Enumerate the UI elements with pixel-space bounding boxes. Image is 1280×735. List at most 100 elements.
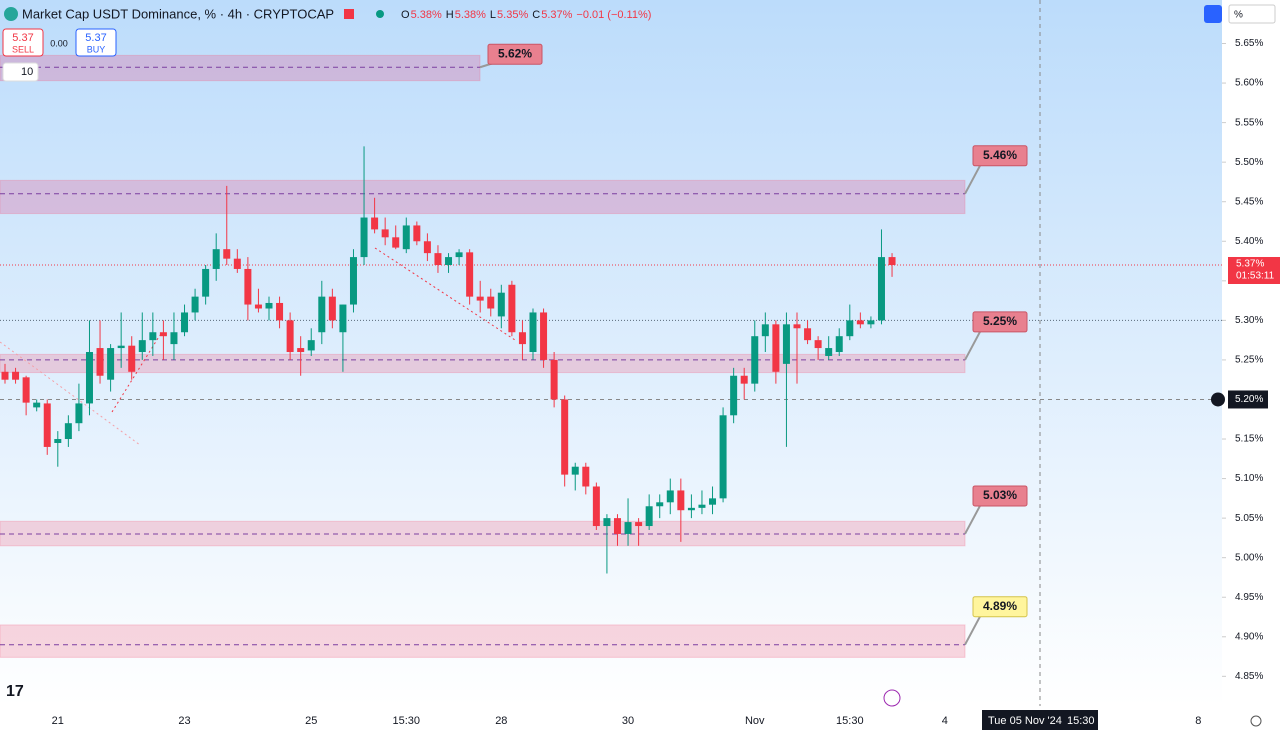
- trendline: [0, 341, 141, 446]
- candle-body: [75, 403, 83, 424]
- y-tick-label: 5.00%: [1235, 552, 1263, 563]
- candle-body: [381, 229, 389, 238]
- y-tick-label: 4.95%: [1235, 592, 1263, 603]
- symbol-icon: [4, 7, 18, 21]
- candle-body: [233, 258, 241, 269]
- crosshair-time-tag: [982, 710, 1098, 730]
- indicator-toggle[interactable]: [2, 62, 39, 82]
- sell-button[interactable]: [2, 28, 44, 57]
- candle-body: [138, 340, 146, 353]
- label-connector: [964, 503, 982, 535]
- candle-body: [402, 225, 410, 250]
- label-connector: [964, 329, 982, 361]
- crosshair-time: 15:30: [1067, 715, 1095, 727]
- zone: [0, 624, 966, 658]
- candle-body: [613, 518, 621, 534]
- candle-body: [22, 377, 30, 403]
- candle-body: [12, 371, 20, 380]
- candle-body: [751, 336, 759, 384]
- candle-body: [730, 375, 738, 416]
- candle-body: [582, 466, 590, 487]
- ohlc-value: 5.37%: [541, 9, 572, 21]
- candle-body: [592, 486, 600, 527]
- scale-button[interactable]: [1228, 4, 1276, 24]
- ohlc-value: 5.35%: [497, 9, 528, 21]
- x-tick-label: 30: [622, 715, 634, 727]
- lightning-button[interactable]: [883, 689, 901, 707]
- candle-body: [107, 348, 115, 380]
- logo: 17: [6, 683, 24, 700]
- indicator-count: 10: [21, 66, 33, 78]
- candle-body: [328, 296, 336, 321]
- ohlc-value: 5.38%: [455, 9, 486, 21]
- candle-body: [43, 403, 51, 447]
- candle-body: [360, 217, 368, 258]
- x-tick-label: 15:30: [393, 715, 421, 727]
- flag[interactable]: [344, 9, 354, 19]
- candle-body: [487, 296, 495, 309]
- candle-body: [297, 348, 305, 353]
- candle-body: [223, 249, 231, 259]
- buy-label: BUY: [87, 44, 106, 54]
- candle-body: [349, 257, 357, 305]
- y-tick-label: 4.90%: [1235, 631, 1263, 642]
- buy-button[interactable]: [75, 28, 117, 57]
- candle-body: [1, 371, 9, 380]
- x-tick-label: 15:30: [836, 715, 864, 727]
- ohlc-change: −0.01 (−0.11%): [576, 9, 651, 21]
- level-label: 5.03%: [983, 488, 1017, 502]
- candle-body: [719, 415, 727, 499]
- candle-body: [677, 490, 685, 511]
- candle-body: [466, 252, 474, 297]
- candle-body: [550, 359, 558, 400]
- candle-body: [96, 348, 104, 376]
- candle-body: [339, 304, 347, 333]
- candle-body: [772, 324, 780, 372]
- y-tick-label: 5.05%: [1235, 513, 1263, 524]
- candle-body: [571, 466, 579, 475]
- candle-body: [867, 320, 875, 325]
- sell-label: SELL: [12, 44, 34, 54]
- candle-body: [814, 340, 822, 349]
- candle-body: [54, 439, 62, 443]
- candle-body: [423, 241, 431, 254]
- ohlc-key: C: [532, 9, 540, 21]
- x-tick-label: Nov: [745, 715, 765, 727]
- level-label: 5.46%: [983, 148, 1017, 162]
- x-tick-label: 21: [52, 715, 64, 727]
- candle-body: [888, 257, 896, 265]
- level-badge: [972, 485, 1028, 507]
- x-tick-label: 23: [178, 715, 190, 727]
- candle-body: [835, 336, 843, 353]
- crosshair-label: 5.20%: [1235, 394, 1263, 405]
- candle-body: [445, 257, 453, 265]
- crosshair-date: Tue 05 Nov '24: [988, 715, 1062, 727]
- settings-button[interactable]: [1204, 5, 1222, 23]
- y-tick-label: 5.60%: [1235, 78, 1263, 89]
- level-label: 5.62%: [498, 46, 532, 60]
- candle-body: [561, 399, 569, 475]
- ohlc-key: L: [490, 9, 496, 21]
- label-connector: [964, 163, 982, 195]
- candle-body: [202, 268, 210, 297]
- scale-label: %: [1234, 10, 1243, 21]
- zone: [0, 54, 481, 82]
- candle-body: [645, 506, 653, 527]
- plot-background: [0, 0, 1222, 706]
- y-tick-label: 5.50%: [1235, 157, 1263, 168]
- y-tick-label: 5.15%: [1235, 434, 1263, 445]
- candle-body: [244, 268, 252, 305]
- zone: [0, 179, 966, 215]
- candle-body: [476, 296, 484, 301]
- candle-body: [276, 302, 284, 321]
- level-label: 4.89%: [983, 599, 1017, 613]
- level-label: 5.25%: [983, 314, 1017, 328]
- gear-button[interactable]: [1250, 715, 1262, 727]
- candle-body: [159, 332, 167, 337]
- crosshair-tag: [1228, 390, 1268, 409]
- candle-body: [392, 237, 400, 248]
- candle-body: [117, 345, 125, 349]
- ohlc-key: O: [401, 9, 410, 21]
- candle-body: [413, 225, 421, 242]
- candle-body: [191, 296, 199, 313]
